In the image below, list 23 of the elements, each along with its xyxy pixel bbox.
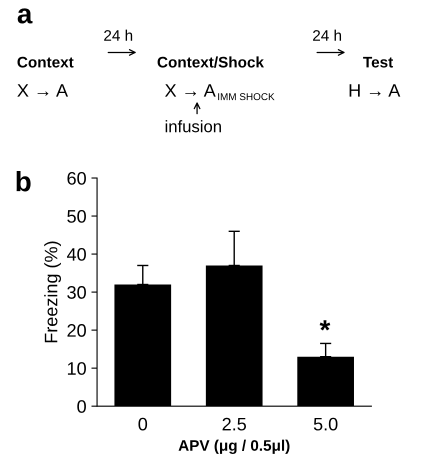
y-tick-label: 60 xyxy=(67,172,86,185)
text: Test xyxy=(363,56,394,68)
y-tick-label: 10 xyxy=(68,362,86,375)
text: H → A xyxy=(350,84,400,97)
text: X → A xyxy=(17,84,68,97)
y-tick-label: 40 xyxy=(66,248,86,261)
y-tick-label: 0 xyxy=(77,400,86,413)
text: 24 h xyxy=(313,30,342,41)
text: 24 h xyxy=(104,30,132,41)
x-tick-label: 2.5 xyxy=(222,418,246,431)
annotation: * xyxy=(320,320,330,331)
text: Context xyxy=(18,56,74,68)
y-tick-label: 20 xyxy=(67,324,86,337)
y-tick-label: 50 xyxy=(67,210,86,223)
x-axis-title: APV (μg / 0.5μl) xyxy=(178,440,290,454)
text: b xyxy=(16,171,31,192)
x-tick-label: 5.0 xyxy=(314,418,338,431)
text: infusion xyxy=(166,120,221,132)
x-tick-label: 0 xyxy=(138,418,148,431)
text: a xyxy=(18,8,33,24)
text: Context/Shock xyxy=(158,56,264,68)
y-tick-label: 30 xyxy=(67,286,86,299)
y-axis-title: Freezing (%) xyxy=(44,242,62,342)
